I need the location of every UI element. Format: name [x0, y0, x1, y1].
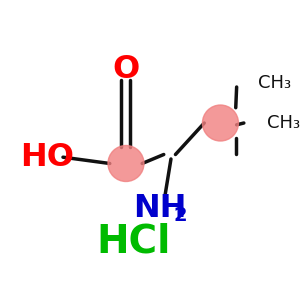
Text: HCl: HCl — [96, 223, 170, 261]
Circle shape — [202, 105, 238, 141]
Text: CH₃: CH₃ — [258, 74, 291, 92]
Text: NH: NH — [134, 193, 187, 224]
Circle shape — [108, 146, 144, 182]
Text: 2: 2 — [173, 206, 187, 225]
Text: O: O — [112, 53, 140, 85]
Text: CH₃: CH₃ — [267, 114, 300, 132]
Text: HO: HO — [20, 142, 74, 173]
